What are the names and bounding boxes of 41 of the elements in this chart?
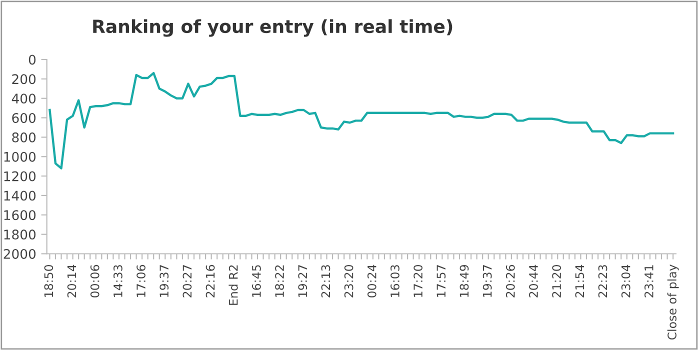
x-tick-label: 17:20 (414, 264, 423, 297)
chart-title: Ranking of your entry (in real time) (93, 19, 452, 37)
x-tick-label: 20:44 (529, 264, 538, 298)
x-tick-label: 18:49 (460, 264, 469, 297)
line-series (48, 72, 674, 170)
y-tick-label: 1200 (4, 171, 36, 182)
x-tick-label: End R2 (228, 265, 238, 305)
x-tick-label: 22:16 (206, 264, 215, 298)
y-tick-label: 200 (12, 74, 36, 84)
x-tick-label: 16:45 (252, 265, 261, 297)
x-tick-label: 21:54 (575, 264, 584, 298)
y-tick-label: 0 (28, 54, 36, 65)
x-tick-label: 16:03 (390, 265, 400, 297)
y-tick-label: 1800 (4, 230, 36, 240)
y-tick-label: 800 (12, 132, 36, 142)
x-tick-label: 18:50 (44, 264, 54, 297)
x-tick-label: 22:23 (598, 265, 608, 298)
x-tick-label: 19:37 (160, 265, 169, 297)
y-tick-label: 400 (12, 94, 36, 104)
x-tick-label: 22:13 (321, 265, 330, 298)
x-tick-label: 14:33 (113, 265, 122, 297)
y-tick-label: 600 (12, 112, 36, 123)
x-tick-label: 19:27 (298, 265, 308, 297)
x-tick-label: 20:26 (506, 264, 515, 298)
x-tick-label: 23:41 (644, 265, 654, 298)
x-tick-label: 17:06 (136, 264, 146, 297)
x-tick-label: Close of play (667, 264, 679, 340)
x-tick-label: 19:37 (482, 265, 492, 297)
x-tick-label: 23:20 (344, 264, 354, 298)
x-tick-label: 20:27 (182, 265, 192, 298)
y-tick-label: 1400 (4, 190, 36, 201)
x-tick-label: 17:57 (436, 265, 446, 297)
x-tick-label: 20:14 (67, 264, 76, 298)
x-tick-label: 00:24 (367, 264, 376, 298)
y-tick-label: 2000 (4, 248, 36, 259)
x-tick-label: 18:22 (275, 265, 284, 297)
y-tick-label: 1600 (4, 210, 36, 220)
x-tick-label: 00:06 (90, 264, 100, 298)
x-tick-label: 21:20 (552, 264, 562, 298)
y-tick-label: 1000 (4, 152, 36, 162)
x-tick-label: 23:04 (621, 264, 630, 298)
